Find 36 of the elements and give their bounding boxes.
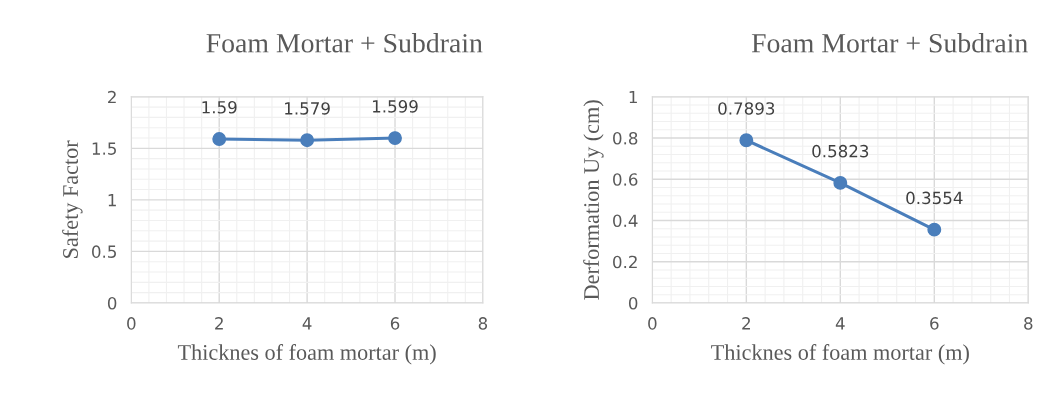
x-tick-label: 0 [127, 317, 136, 330]
x-tick-label: 6 [930, 317, 939, 330]
y-axis-title: Derformation Uy (cm) [583, 100, 604, 300]
point [739, 133, 754, 148]
data-label: 0.7893 [718, 102, 775, 115]
y-tick-label: 1.5 [92, 142, 116, 155]
x-tick-label: 4 [835, 317, 845, 330]
y-tick-label: 2 [108, 90, 116, 104]
x-tick-label: 8 [478, 317, 488, 330]
y-tick-label: 0 [628, 296, 638, 310]
chart-title: Foam Mortar + Subdrain [751, 33, 1028, 53]
x-tick-label: 0 [648, 317, 657, 330]
point [927, 222, 942, 237]
x-tick-label: 2 [215, 317, 223, 330]
data-label: 1.599 [372, 100, 418, 113]
y-tick-label: 1 [629, 90, 637, 104]
x-axis-title: Thicknes of foam mortar (m) [711, 344, 969, 365]
y-tick-label: 0.2 [613, 255, 637, 269]
x-tick-label: 4 [302, 317, 312, 330]
data-label: 0.3554 [906, 191, 963, 205]
y-tick-label: 1 [108, 194, 116, 207]
y-tick-label: 0.6 [613, 173, 638, 186]
y-tick-label: 0.8 [613, 131, 638, 145]
y-tick-label: 0 [107, 296, 117, 310]
y-tick-label: 0.5 [92, 245, 116, 258]
x-axis-title: Thicknes of foam mortar (m) [177, 344, 436, 365]
data-label: 1.59 [202, 100, 237, 114]
data-label: 1.579 [285, 102, 330, 115]
data-label: 0.5823 [812, 144, 869, 158]
point [833, 175, 848, 190]
x-tick-label: 8 [1024, 317, 1033, 330]
y-tick-label: 0.4 [613, 214, 638, 228]
y-axis-title: Safety Factor [62, 140, 83, 258]
x-tick-label: 2 [742, 317, 750, 330]
x-tick-label: 6 [390, 317, 400, 330]
chart-title: Foam Mortar + Subdrain [206, 33, 483, 53]
